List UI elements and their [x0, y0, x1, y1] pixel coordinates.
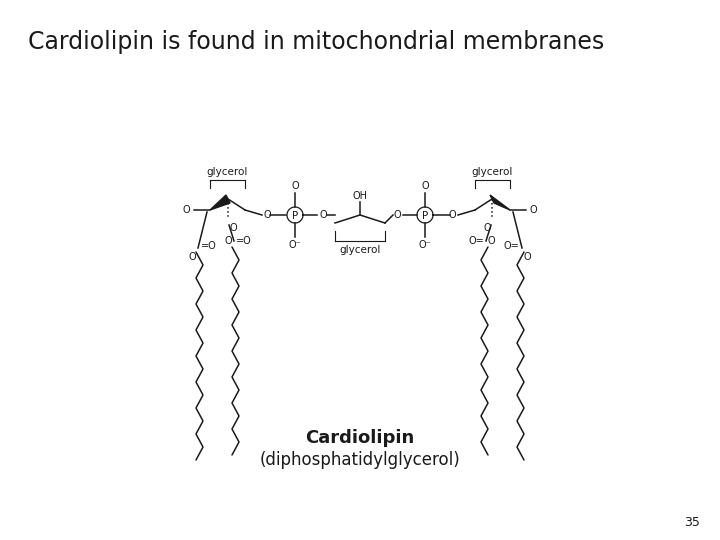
Text: O: O	[291, 181, 299, 191]
Text: O=: O=	[503, 241, 519, 251]
Text: glycerol: glycerol	[339, 245, 381, 255]
Text: O: O	[229, 223, 237, 233]
Text: glycerol: glycerol	[472, 167, 513, 177]
Text: glycerol: glycerol	[207, 167, 248, 177]
Polygon shape	[210, 195, 230, 210]
Text: Cardiolipin is found in mitochondrial membranes: Cardiolipin is found in mitochondrial me…	[28, 30, 604, 54]
Text: O: O	[393, 210, 401, 220]
Text: O: O	[182, 205, 190, 215]
Text: O: O	[189, 252, 196, 262]
Text: O: O	[530, 205, 538, 215]
Text: O: O	[225, 236, 232, 246]
Text: O: O	[421, 181, 429, 191]
Text: =O: =O	[236, 236, 252, 246]
Text: O: O	[524, 252, 531, 262]
Text: P: P	[292, 211, 298, 221]
Text: P: P	[422, 211, 428, 221]
Text: O: O	[449, 210, 456, 220]
Text: OH: OH	[353, 191, 367, 201]
Text: O⁻: O⁻	[289, 240, 302, 250]
Polygon shape	[490, 195, 510, 210]
Text: =O: =O	[201, 241, 217, 251]
Text: O: O	[319, 210, 327, 220]
Text: O⁻: O⁻	[418, 240, 431, 250]
Text: O: O	[483, 223, 491, 233]
Text: O=: O=	[468, 236, 484, 246]
Text: Cardiolipin: Cardiolipin	[305, 429, 415, 447]
Text: (diphosphatidylglycerol): (diphosphatidylglycerol)	[260, 451, 460, 469]
Text: O: O	[264, 210, 271, 220]
Text: 35: 35	[684, 516, 700, 529]
Text: O: O	[488, 236, 495, 246]
